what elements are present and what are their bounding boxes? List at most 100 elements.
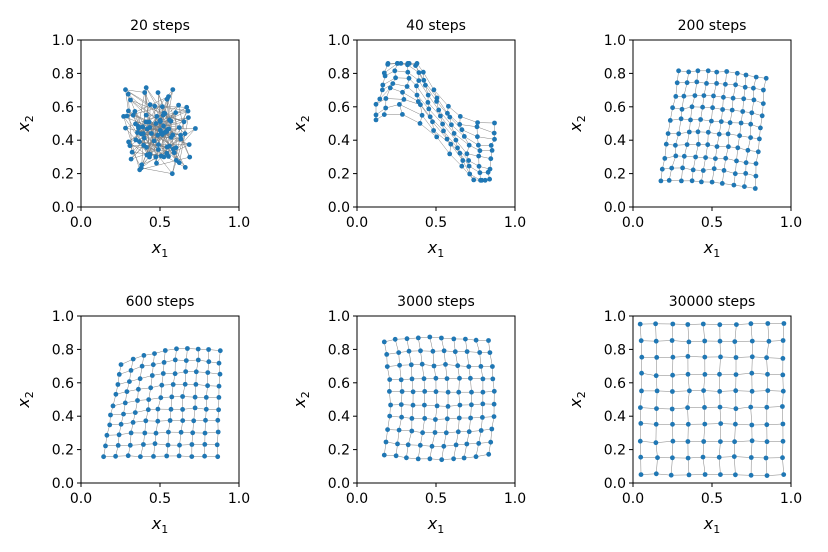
data-point [764,422,770,428]
data-point [688,117,693,123]
data-point [161,123,166,129]
data-point [749,110,755,116]
data-point [115,382,121,387]
data-point [748,121,754,127]
data-point [669,338,675,343]
data-point [427,114,433,120]
data-point [215,429,221,435]
data-point [137,139,142,145]
mesh-line [384,336,489,343]
data-point [480,415,485,420]
data-point [430,119,435,125]
data-point [457,150,463,156]
data-point [639,354,645,360]
mesh-line [382,83,491,159]
data-point [133,121,138,127]
data-point [381,452,387,458]
data-point [142,90,148,95]
data-point [186,115,191,120]
mesh-line [389,391,495,393]
data-point [733,406,739,412]
data-point [140,124,146,130]
data-point [464,349,470,354]
data-point [469,402,474,408]
mesh-line [639,324,643,475]
mesh-line [406,338,414,458]
data-point [455,363,461,369]
data-point [445,110,450,116]
data-point [217,371,223,377]
data-point [476,153,482,159]
data-point [477,350,483,355]
data-point [387,413,393,419]
y-tick-label: 0.6 [52,376,74,392]
data-point [709,118,714,124]
y-tick-label: 0.0 [604,476,626,492]
data-point [780,438,786,444]
mesh-line [385,441,491,447]
data-point [431,363,437,369]
data-point [669,406,675,412]
data-point [456,415,462,421]
mesh-line [117,371,221,385]
mesh-line [375,98,489,173]
y-tick-label: 0.6 [604,376,626,392]
data-point [146,397,152,402]
data-point [473,454,479,460]
x-axis-label: x1 [427,514,444,536]
data-point [709,179,715,185]
data-point [168,118,174,124]
mesh-line [475,340,484,457]
x-tick-label: 1.0 [504,491,526,507]
data-point [107,422,113,428]
subplot-3: 200 steps 0.0 0.5 1.0 0.0 0.2 0.4 0.6 0.8 1.0 x1 x2 [566,18,802,260]
data-point [173,157,179,163]
data-point [748,404,754,410]
data-point [165,442,171,448]
data-point [414,83,419,89]
data-point [733,82,738,88]
data-point [128,430,134,436]
subplot-2: 40 steps 0.0 0.5 1.0 0.0 0.2 0.4 0.6 0.8 1.0 x1 x2 [290,18,526,260]
data-point [780,372,786,378]
y-tick-label: 0.6 [328,100,350,116]
data-point [122,400,128,406]
data-point [123,125,128,131]
data-point [456,389,462,395]
data-point [174,346,179,352]
data-point [492,120,497,126]
data-point [763,75,769,81]
data-point [149,131,154,136]
data-point [491,388,497,394]
data-point [113,453,118,459]
data-point [476,441,482,446]
data-point [426,106,432,112]
data-point [729,107,735,113]
data-point [726,144,731,150]
data-point [387,389,392,394]
data-point [670,389,675,394]
data-point [135,398,140,403]
data-point [474,124,480,130]
data-point [670,438,676,444]
data-point [387,377,393,382]
data-point [765,371,770,377]
data-point [685,354,691,359]
data-point [128,368,134,373]
mesh-line [103,455,218,457]
mesh-line [640,323,784,325]
data-point [685,455,691,461]
data-point [780,404,785,409]
data-point [420,430,425,436]
data-point [144,152,150,158]
data-point [721,168,727,173]
x-tick-label: 0.0 [346,491,368,507]
mesh-line [687,324,690,475]
data-point [473,337,479,343]
data-point [130,112,136,118]
data-point [140,131,146,137]
data-point [467,171,473,177]
axes-frame [356,39,516,208]
data-point [685,421,691,427]
mesh-lines [639,323,785,476]
